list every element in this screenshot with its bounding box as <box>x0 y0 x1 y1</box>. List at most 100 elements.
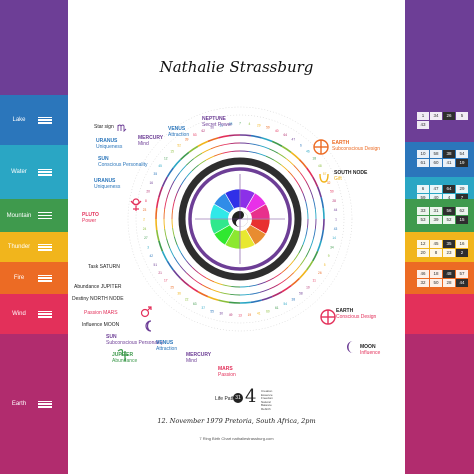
zodiac-ring-segment <box>314 209 317 220</box>
zodiac-ring-segment <box>180 277 190 287</box>
gate-cell: 62 <box>456 207 468 215</box>
gate-band <box>405 334 474 474</box>
trigram-label: Lake <box>12 117 26 123</box>
gate-cell: 45 <box>430 240 442 248</box>
zodiac-ring-segment <box>158 186 164 198</box>
gate-tick: 15 <box>170 150 174 154</box>
gate-tick: 10 <box>306 285 310 289</box>
gate-tick: 39 <box>185 138 189 142</box>
life-path-word: Rebirth <box>261 406 271 411</box>
zodiac-ring-segment <box>298 269 308 279</box>
gate-cell: 19 <box>456 159 468 167</box>
gate-grid: 46 18 48 57 32 50 28 44 <box>417 270 469 287</box>
gate-cell: 54 <box>456 150 468 158</box>
gate-cell: 39 <box>430 216 442 224</box>
zodiac-ring-segment <box>316 240 322 252</box>
zodiac-ring-segment <box>185 170 193 178</box>
zodiac-ring-segment <box>163 209 166 220</box>
gate-cell: 44 <box>456 279 468 287</box>
zodiac-ring-segment <box>281 164 289 172</box>
outer-ring <box>127 106 353 332</box>
trigram-label: Thunder <box>7 244 31 250</box>
zodiac-ring-segment <box>302 192 307 202</box>
gate-tick: 3 <box>147 245 149 249</box>
gate-tick: 9 <box>328 254 330 258</box>
uranus2-sub: Uniqueness <box>94 184 121 190</box>
zodiac-ring-segment <box>173 192 178 202</box>
gate-tick: 58 <box>299 292 303 296</box>
zodiac-ring-segment <box>261 295 273 301</box>
gate-grid: 12 45 35 16 20 8 23 2 <box>417 240 469 257</box>
zodiac-ring-segment <box>293 252 300 261</box>
gate-tick: 48 <box>318 164 322 168</box>
zodiac-ring-segment <box>250 299 262 304</box>
zodiac-ring-segment <box>188 285 199 293</box>
zodiac-ring-segment <box>207 137 219 143</box>
gate-cell: 20 <box>417 249 429 257</box>
gate-cell: 38 <box>443 150 455 158</box>
gate-tick: 59 <box>266 126 270 130</box>
trigram-label: Earth <box>11 401 27 407</box>
zodiac-ring-segment <box>231 150 241 153</box>
gate-cell: 35 <box>443 240 455 248</box>
zodiac-ring-segment <box>198 272 207 279</box>
gate-band: 46 18 48 57 32 50 28 44 <box>405 262 474 294</box>
zodiac-ring-segment <box>179 264 187 274</box>
gate-tick: 47 <box>292 138 296 142</box>
gate-tick: 45 <box>158 164 162 168</box>
gate-band: 6 47 64 29 59 40 4 7 <box>405 177 474 202</box>
gate-cell: 1 <box>417 112 429 120</box>
outer-ring <box>135 114 345 324</box>
zodiac-ring-segment <box>191 164 199 172</box>
gate-cell: 64 <box>443 185 455 193</box>
southnode-sub: Gift <box>334 176 342 182</box>
zodiac-ring-segment <box>205 277 215 283</box>
zodiac-ring-segment <box>230 142 241 145</box>
zodiac-ring-segment <box>312 176 319 188</box>
gate-tick: 38 <box>292 297 296 301</box>
trigram-icon <box>38 211 52 221</box>
gate-cell: 26 <box>443 112 455 120</box>
band-lake: Lake <box>0 95 68 145</box>
gate-band: 33 31 56 62 53 39 52 15 <box>405 199 474 232</box>
zodiac-ring-segment <box>239 150 249 153</box>
gate-tick: 51 <box>154 263 158 267</box>
zodiac-ring-segment <box>306 210 309 220</box>
gate-tick: 19 <box>248 313 252 317</box>
gate-tick: 16 <box>150 181 154 185</box>
venus-name: VENUS <box>168 126 186 132</box>
birth-details: 12. November 1979 Pretoria, South Africa… <box>157 417 316 425</box>
zodiac-ring-segment <box>228 301 241 304</box>
trigram-label: Fire <box>13 275 25 281</box>
band-mountain: Mountain <box>0 199 68 232</box>
gate-tick: 53 <box>193 133 197 137</box>
life-path-words: Creation Essence Freedom Natural Balance Rebi… <box>261 389 273 412</box>
gate-tick: 20 <box>146 190 150 194</box>
moon-left-icon <box>145 320 152 332</box>
trigram-label: Water <box>11 169 27 175</box>
gate-tick: 32 <box>327 181 331 185</box>
gate-cell: 28 <box>443 279 455 287</box>
gate-tick: 24 <box>143 227 147 231</box>
gate-cell: 34 <box>430 112 442 120</box>
trigram-icon <box>38 273 52 283</box>
zodiac-ring-segment <box>179 164 187 174</box>
zodiac-ring-segment <box>155 207 158 220</box>
zodiac-ring-segment <box>180 151 190 161</box>
band-fire: Fire <box>0 262 68 294</box>
zodiac-ring-segment <box>298 159 308 169</box>
trigram-icon <box>38 115 52 125</box>
gate-cell: 32 <box>417 279 429 287</box>
gate-cell: 41 <box>443 159 455 167</box>
zodiac-ring-segment <box>248 151 258 154</box>
gate-band: 10 58 38 54 61 60 41 19 <box>405 142 474 177</box>
gate-cell: 46 <box>417 270 429 278</box>
zodiac-ring-segment <box>201 284 212 290</box>
zodiac-ring-segment <box>210 288 221 293</box>
zodiac-ring-segment <box>176 184 182 194</box>
zodiac-ring-segment <box>268 148 279 154</box>
zodiac-ring-segment <box>305 201 308 211</box>
zodiac-ring-segment <box>171 218 174 228</box>
venus-sub: Attraction <box>168 132 190 138</box>
sun-subconscious-label: SUN Subconscious Personality <box>106 334 163 346</box>
